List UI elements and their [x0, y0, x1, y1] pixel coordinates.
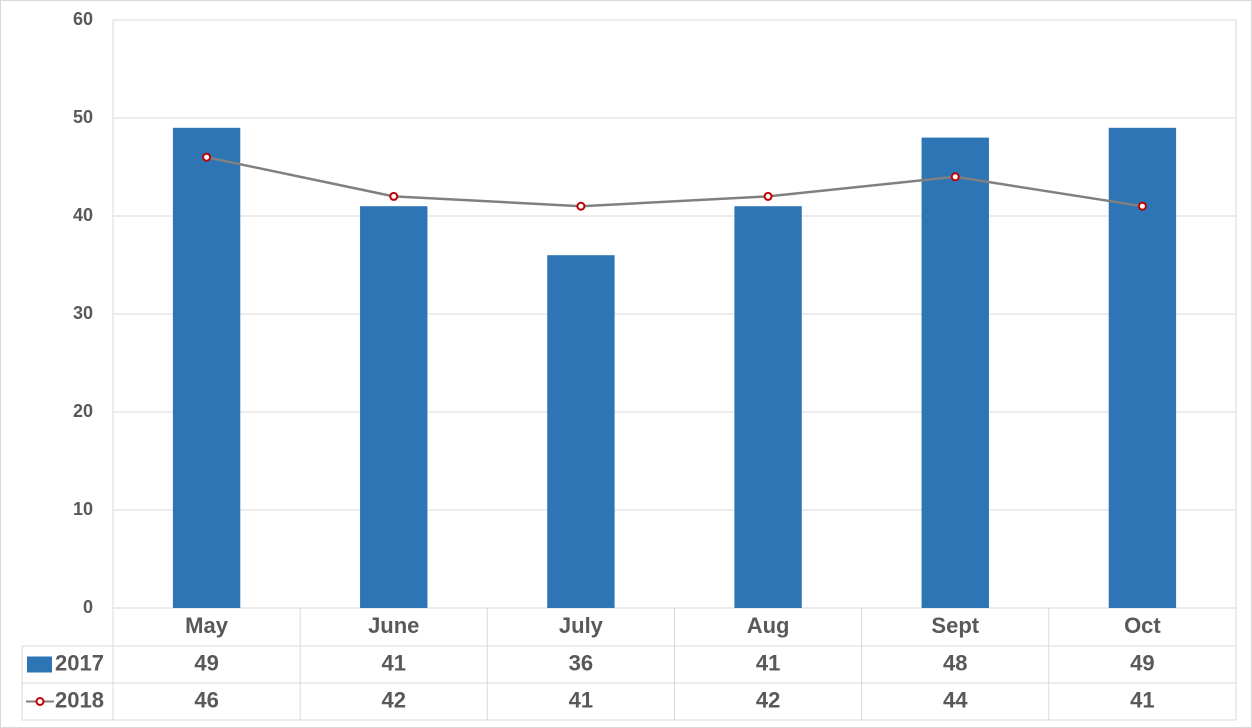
table-value: 49 [1130, 650, 1154, 675]
table-value: 41 [756, 650, 780, 675]
marker [576, 201, 586, 211]
x-tick-label: Aug [747, 613, 790, 638]
marker [389, 191, 399, 201]
table-value: 42 [756, 687, 780, 712]
y-tick-label: 40 [73, 205, 93, 225]
x-tick-label: Sept [931, 613, 979, 638]
marker [950, 172, 960, 182]
table-value: 41 [382, 650, 406, 675]
table-value: 49 [194, 650, 218, 675]
y-tick-label: 60 [73, 9, 93, 29]
marker [1137, 201, 1147, 211]
x-tick-label: June [368, 613, 419, 638]
y-tick-label: 20 [73, 401, 93, 421]
table-value: 36 [569, 650, 593, 675]
bar [547, 255, 615, 608]
x-tick-label: May [185, 613, 229, 638]
x-tick-label: July [559, 613, 604, 638]
table-value: 41 [569, 687, 593, 712]
legend-label: 2018 [55, 687, 104, 712]
table-value: 44 [943, 687, 968, 712]
bar [360, 206, 428, 608]
bar [172, 127, 241, 609]
legend-label: 2017 [55, 650, 104, 675]
table-value: 42 [382, 687, 406, 712]
table-value: 46 [194, 687, 218, 712]
legend-marker [35, 697, 45, 706]
bar [921, 137, 989, 608]
y-tick-label: 0 [83, 597, 93, 617]
marker [763, 191, 773, 201]
y-tick-label: 10 [73, 499, 93, 519]
marker [202, 152, 212, 162]
legend-swatch [27, 656, 52, 673]
x-tick-label: Oct [1124, 613, 1161, 638]
table-value: 41 [1130, 687, 1154, 712]
y-tick-label: 30 [73, 303, 93, 323]
y-tick-label: 50 [73, 107, 93, 127]
table-value: 48 [943, 650, 967, 675]
bar [1108, 127, 1177, 609]
bar [734, 206, 802, 608]
line [206, 155, 1143, 208]
